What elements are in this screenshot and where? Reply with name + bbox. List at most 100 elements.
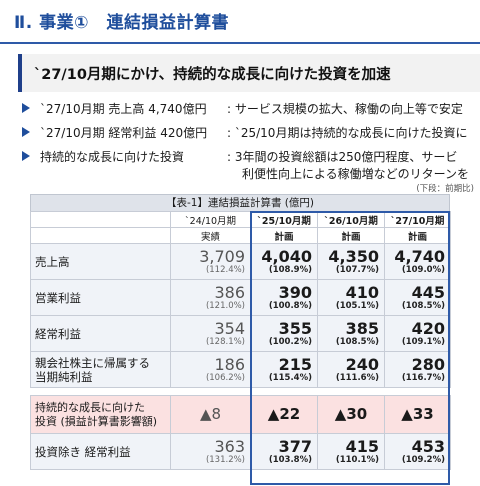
cell-value: ▲22 [267,405,301,423]
cell-plan: 355 (100.2%) [250,315,318,352]
cell-value: 445 [411,282,445,302]
cell-plan: 445 (108.5%) [384,279,451,316]
column-kind: 計画 [317,227,385,244]
table-row-investment: 持続的な成長に向けた 投資 (損益計算書影響額) ▲8 ▲22 ▲30 ▲33 [30,395,451,434]
cell-plan: 415 (110.1%) [317,433,385,470]
cell-yoy: (106.2%) [205,372,245,383]
row-label: 営業利益 [30,279,171,316]
cell-value: 354 [214,318,245,338]
cell-value: ▲33 [401,405,434,423]
headline-text: `27/10月期にかけ、持続的な成長に向けた投資を加速 [34,67,391,83]
header-blank [30,211,171,228]
cell-value: 280 [411,354,445,374]
cell-actual: ▲8 [170,395,251,434]
cell-actual: 3,709 (112.4%) [170,243,251,280]
bullet-item: `27/10月期 売上高 4,740億円 : サービス規模の拡大、稼働の向上等で… [22,100,480,124]
triangle-bullet-icon [22,151,30,161]
cell-value: 186 [214,354,245,374]
row-label-line: 親会社株主に帰属する [35,355,150,370]
cell-yoy: (115.4%) [268,372,312,383]
cell-plan: 390 (100.8%) [250,279,318,316]
cell-actual: 386 (121.0%) [170,279,251,316]
cell-yoy: (109.2%) [401,454,445,465]
row-label: 親会社株主に帰属する 当期純利益 [30,351,171,388]
cell-value: 415 [345,436,379,456]
cell-plan: ▲22 [250,395,318,434]
cell-value: 453 [411,436,445,456]
bullet-list: `27/10月期 売上高 4,740億円 : サービス規模の拡大、稼働の向上等で… [22,100,480,184]
cell-value: 385 [345,318,379,338]
column-kind: 実績 [170,227,251,244]
header-row-periods: `24/10月期 `25/10月期 `26/10月期 `27/10月期 [30,211,451,228]
triangle-bullet-icon [22,127,30,137]
cell-value: 390 [278,282,312,302]
cell-yoy: (107.7%) [335,264,379,275]
row-label: 経常利益 [30,315,171,352]
cell-yoy: (108.5%) [335,336,379,347]
cell-value: 3,709 [199,246,245,266]
cell-plan: 420 (109.1%) [384,315,451,352]
triangle-bullet-icon [22,103,30,113]
column-period: `25/10月期 [250,211,318,228]
column-period: `26/10月期 [317,211,385,228]
headline-banner: `27/10月期にかけ、持続的な成長に向けた投資を加速 [18,54,480,92]
page-title: Ⅱ. 事業① 連結損益計算書 [14,13,229,33]
cell-value: 240 [345,354,379,374]
cell-yoy: (100.2%) [268,336,312,347]
cell-yoy: (108.5%) [401,300,445,311]
cell-actual: 363 (131.2%) [170,433,251,470]
bullet-desc: : サービス規模の拡大、稼働の向上等で安定 [227,102,463,116]
cell-yoy: (103.8%) [268,454,312,465]
cell-plan: 453 (109.2%) [384,433,451,470]
cell-plan: 377 (103.8%) [250,433,318,470]
row-label: 持続的な成長に向けた 投資 (損益計算書影響額) [30,395,171,434]
cell-yoy: (111.6%) [335,372,379,383]
cell-value: 355 [278,318,312,338]
table-row: 営業利益 386 (121.0%) 390 (100.8%) 410 (105.1%)… [30,279,451,316]
table-row: 投資除き 経常利益 363 (131.2%) 377 (103.8%) 415 (11… [30,433,451,470]
header-blank [30,227,171,244]
bullet-item: `27/10月期 経常利益 420億円 : `25/10月期は持続的な成長に向け… [22,124,480,148]
cell-plan: 280 (116.7%) [384,351,451,388]
bullet-desc: : `25/10月期は持続的な成長に向けた投資に [227,126,468,140]
header-row-kind: 実績 計画 計画 計画 [30,227,451,244]
row-spacer [30,387,451,396]
cell-value: 420 [411,318,445,338]
cell-value: 4,350 [328,246,379,266]
bullet-label: `27/10月期 売上高 4,740億円 [40,102,207,116]
cell-yoy: (108.9%) [268,264,312,275]
table-caption: 【表-1】連結損益計算書 (億円) [30,194,450,211]
cell-value: 4,040 [261,246,312,266]
bullet-desc-continued: 利便性向上による稼働増などのリターンを [242,167,470,181]
income-statement-table: 【表-1】連結損益計算書 (億円) `24/10月期 `25/10月期 `26/… [30,194,480,485]
bullet-label: 持続的な成長に向けた投資 [40,150,185,164]
cell-value: ▲8 [199,405,222,423]
table-row: 売上高 3,709 (112.4%) 4,040 (108.9%) 4,350 (10… [30,243,451,280]
row-label: 投資除き 経常利益 [30,433,171,470]
cell-value: 410 [345,282,379,302]
column-kind: 計画 [384,227,451,244]
cell-value: 215 [278,354,312,374]
table-row: 経常利益 354 (128.1%) 355 (100.2%) 385 (108.5%)… [30,315,451,352]
row-label-line: 投資 (損益計算書影響額) [35,414,158,428]
cell-plan: 215 (115.4%) [250,351,318,388]
row-label-line: 持続的な成長に向けた [35,400,145,414]
cell-plan: 410 (105.1%) [317,279,385,316]
cell-yoy: (128.1%) [205,336,245,347]
bullet-label: `27/10月期 経常利益 420億円 [40,126,208,140]
cell-actual: 354 (128.1%) [170,315,251,352]
unit-note: (下段：前期比) [416,184,474,194]
title-divider [0,42,480,44]
cell-plan: 240 (111.6%) [317,351,385,388]
cell-yoy: (100.8%) [268,300,312,311]
cell-plan: 4,740 (109.0%) [384,243,451,280]
table-row: 親会社株主に帰属する 当期純利益 186 (106.2%) 215 (115.4%) … [30,351,451,388]
cell-yoy: (112.4%) [205,264,245,275]
row-label: 売上高 [30,243,171,280]
cell-actual: 186 (106.2%) [170,351,251,388]
cell-plan: ▲30 [317,395,385,434]
column-period: `24/10月期 [170,211,251,228]
cell-yoy: (109.0%) [401,264,445,275]
cell-value: ▲30 [334,405,368,423]
cell-value: 377 [278,436,312,456]
